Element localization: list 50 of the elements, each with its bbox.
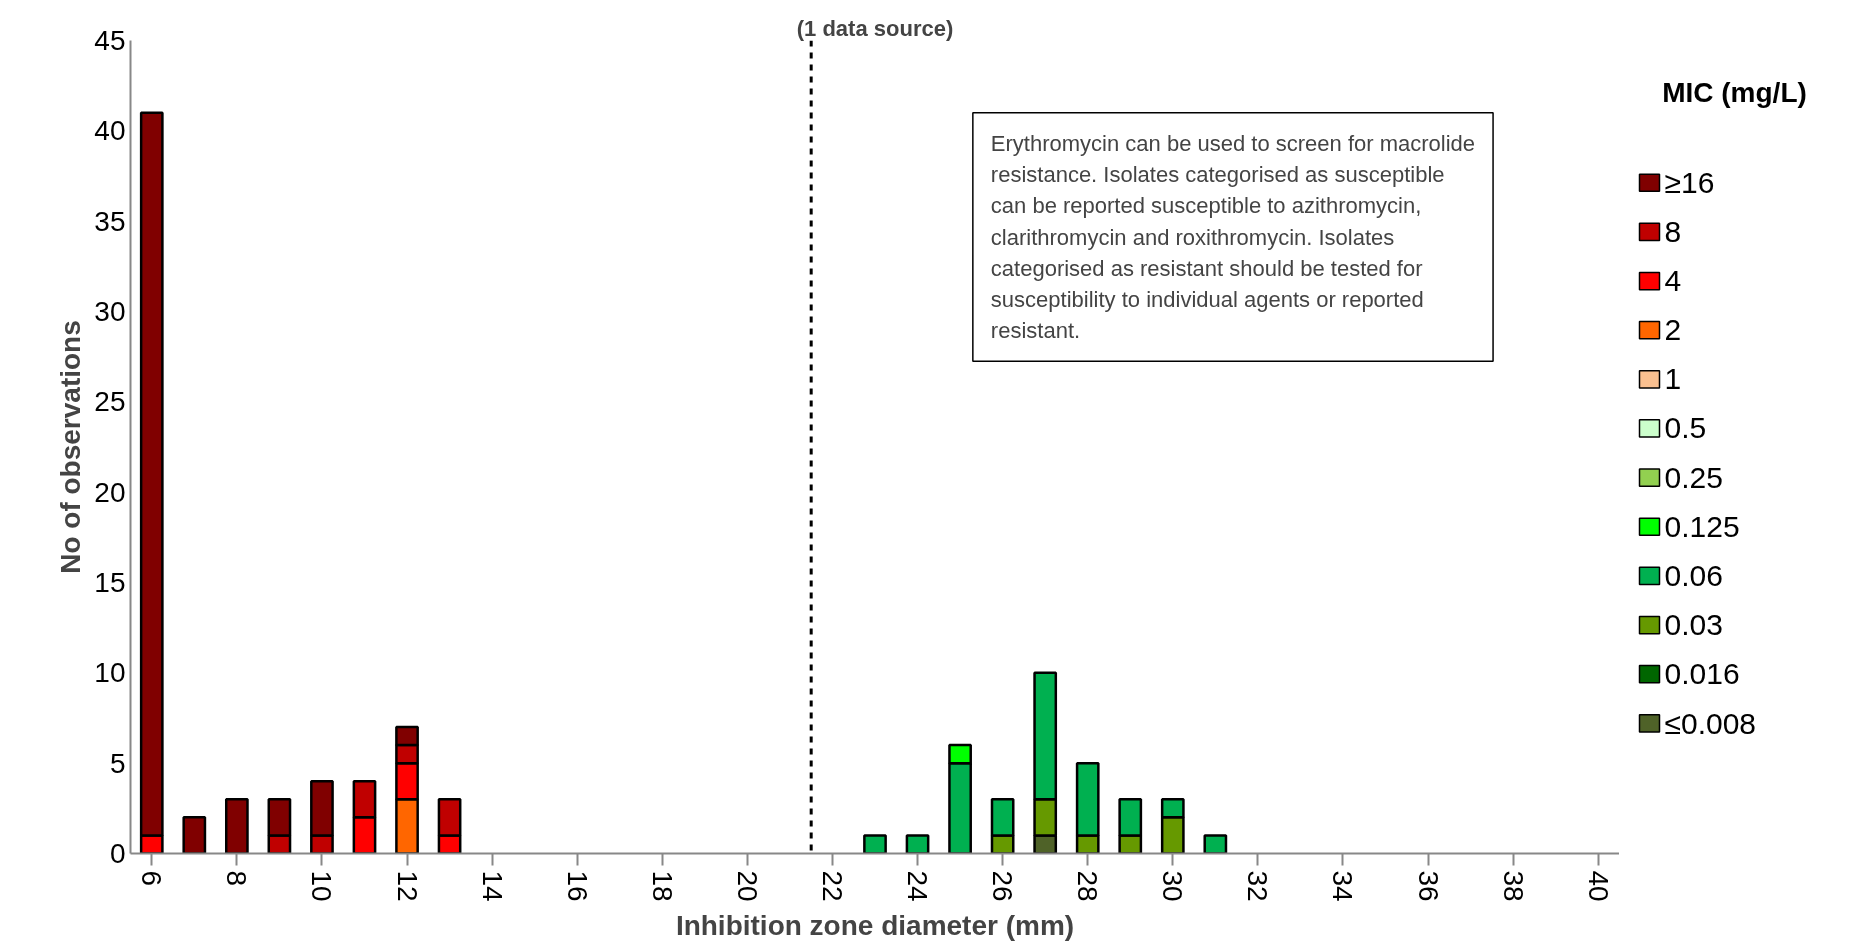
y-tick-label: 35: [94, 205, 126, 237]
legend-label: 0.125: [1664, 509, 1740, 543]
legend-label: 8: [1664, 214, 1682, 248]
x-tick-label: 8: [221, 870, 253, 887]
x-tick-label: 24: [902, 870, 934, 902]
legend-label: 0.016: [1664, 657, 1740, 691]
bar: [863, 834, 887, 854]
y-tick-label: 25: [94, 386, 126, 418]
x-axis-title: Inhibition zone diameter (mm): [675, 909, 1075, 941]
y-tick-label: 40: [94, 115, 126, 147]
y-tick-label: 10: [94, 657, 126, 689]
x-tick-label: 14: [476, 870, 508, 902]
y-axis-title: No of observations: [55, 320, 87, 574]
x-tick-label: 16: [561, 870, 593, 902]
legend-label: 2: [1664, 313, 1682, 347]
x-tick-label: 28: [1072, 870, 1104, 902]
legend-label: 0.5: [1664, 411, 1707, 445]
legend-label: 1: [1664, 362, 1682, 396]
x-tick-label: 26: [987, 870, 1019, 902]
x-tick-label: 36: [1412, 870, 1444, 902]
x-tick-label: 30: [1157, 870, 1189, 902]
annotation: Erythromycin can be used to screen for macrolide resistance. Isolates categorised as susceptible can be reported susceptible to azithromycin, clarithromycin and roxithromycin. Isolates categorised as resistant should be tested for susceptibility to individual agents or reported resistant.: [990, 130, 1476, 344]
legend-label: 0.03: [1664, 608, 1723, 642]
x-tick-label: 32: [1242, 870, 1274, 902]
x-tick-label: 12: [391, 870, 423, 902]
legend-label: 0.25: [1664, 460, 1723, 494]
x-tick-label: 40: [1582, 870, 1614, 902]
x-tick-label: 38: [1497, 870, 1529, 902]
chart-title: (1 data source): [796, 15, 954, 41]
y-tick-label: 45: [94, 25, 126, 56]
legend-label: 0.06: [1664, 558, 1723, 592]
x-tick-label: 20: [731, 870, 763, 902]
bar: [1203, 834, 1228, 854]
bar: [905, 834, 930, 854]
x-tick-label: 10: [306, 870, 338, 902]
x-tick-label: 22: [816, 870, 848, 902]
legend-label: ≥16: [1664, 166, 1715, 200]
y-tick-label: 20: [94, 476, 126, 508]
y-tick-label: 15: [94, 567, 126, 598]
legend-label: 4: [1664, 264, 1682, 298]
x-tick-label: 18: [646, 870, 678, 902]
y-tick-label: 30: [94, 296, 126, 327]
legend-label: ≤0.008: [1664, 706, 1757, 740]
x-tick-label: 6: [136, 870, 168, 887]
y-tick-label: 5: [109, 747, 126, 779]
x-tick-label: 34: [1327, 870, 1359, 902]
legend-title: MIC (mg/L): [1662, 76, 1807, 108]
bar: [224, 798, 249, 854]
bar: [182, 816, 207, 854]
y-tick-label: 0: [109, 838, 126, 869]
